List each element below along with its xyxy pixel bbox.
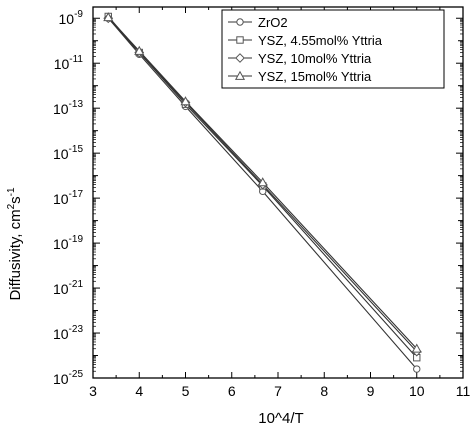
x-tick-label: 7 (274, 383, 282, 399)
data-point-series-4 (180, 96, 191, 106)
y-tick-label: 10-23 (53, 324, 83, 342)
y-tick-base: 10 (53, 146, 69, 162)
data-point-series-4 (411, 343, 422, 353)
legend-label: ZrO2 (258, 15, 288, 30)
y-tick-base: 10 (53, 281, 69, 297)
y-tick-exponent: -25 (69, 369, 84, 380)
legend-marker (236, 36, 244, 44)
y-tick-base: 10 (53, 101, 69, 117)
x-axis-title: 10^4/T (258, 410, 303, 427)
y-tick-label: 10-17 (53, 189, 83, 207)
y-tick-base: 10 (59, 11, 75, 27)
x-tick-label: 11 (456, 383, 471, 399)
y-tick-exponent: -9 (74, 9, 83, 20)
y-tick-base: 10 (53, 326, 69, 342)
y-axis-title-mid: s (7, 196, 24, 204)
legend-label: YSZ, 10mol% Yttria (258, 51, 372, 66)
data-point-series-4 (257, 177, 268, 187)
legend-marker (236, 18, 244, 26)
y-tick-label: 10-25 (53, 369, 83, 387)
y-tick-exponent: -23 (69, 324, 84, 335)
y-tick-exponent: -11 (69, 54, 83, 65)
y-tick-label: 10-11 (54, 54, 84, 72)
y-tick-base: 10 (53, 371, 69, 387)
legend-label: YSZ, 15mol% Yttria (258, 69, 372, 84)
y-tick-exponent: -21 (69, 279, 84, 290)
legend-label: YSZ, 4.55mol% Yttria (258, 33, 383, 48)
y-tick-base: 10 (53, 191, 69, 207)
legend-box (221, 9, 445, 89)
y-axis-title-sup1: 2 (6, 203, 17, 209)
y-axis-title: Diffusivity, cm2s-1 (6, 187, 24, 301)
x-tick-label: 10 (409, 383, 425, 399)
plot-area: 3 4 5 6 7 8 9 10 1110-910-1110-1310-1510-1710-19… (53, 6, 471, 399)
legend-marker (234, 70, 246, 80)
data-point-series-4 (103, 12, 114, 22)
y-axis-title-sup2: -1 (6, 187, 17, 196)
legend-marker (235, 53, 245, 63)
x-tick-label: 4 (135, 383, 143, 399)
y-tick-base: 10 (53, 236, 69, 252)
x-tick-label: 3 (89, 383, 97, 399)
x-tick-label: 6 (228, 383, 236, 399)
x-tick-label: 9 (367, 383, 375, 399)
y-tick-exponent: -17 (69, 189, 84, 200)
y-tick-base: 10 (54, 56, 70, 72)
y-tick-exponent: -13 (69, 99, 84, 110)
legend: ZrO2 YSZ, 4.55mol% Yttria YSZ, 10mol% Yttr… (221, 9, 445, 89)
y-axis-title-main: Diffusivity, cm (7, 209, 24, 300)
data-point-series-1 (413, 365, 421, 373)
svg-text:Diffusivity, cm2s-1: Diffusivity, cm2s-1 (6, 187, 24, 301)
y-tick-label: 10-13 (53, 99, 83, 117)
y-tick-exponent: -15 (69, 144, 84, 155)
x-tick-label: 5 (182, 383, 190, 399)
y-tick-exponent: -19 (69, 234, 84, 245)
data-point-series-4 (134, 45, 145, 55)
y-tick-label: 10-9 (59, 9, 84, 27)
y-tick-label: 10-21 (53, 279, 83, 297)
y-tick-label: 10-15 (53, 144, 83, 162)
y-tick-label: 10-19 (53, 234, 83, 252)
x-tick-label: 8 (320, 383, 328, 399)
